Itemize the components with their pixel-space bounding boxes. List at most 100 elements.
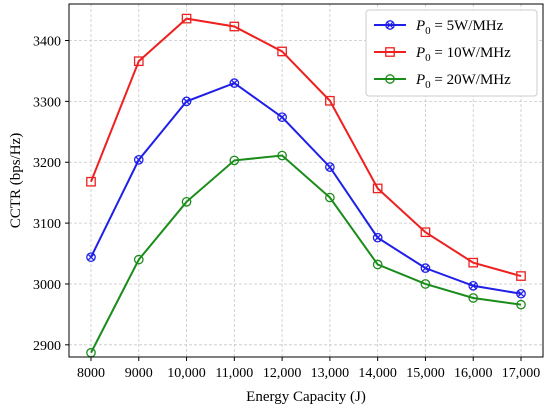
legend-subscript: 0 — [425, 25, 431, 37]
plot-frame — [68, 3, 544, 358]
y-tick-label: 3200 — [33, 156, 61, 171]
legend-subscript: 0 — [425, 79, 431, 91]
marker-ring — [181, 96, 192, 107]
series-line — [90, 17, 522, 278]
data-point — [468, 280, 479, 291]
data-point — [133, 254, 144, 265]
legend-value: = 10W/MHz — [431, 45, 511, 61]
series-layer — [86, 13, 526, 358]
x-tick-label: 9000 — [125, 366, 153, 381]
data-point — [86, 252, 96, 263]
x-axis-title: Energy Capacity (J) — [246, 389, 366, 405]
x-tick-label: 12,000 — [263, 366, 302, 381]
data-point — [181, 13, 192, 24]
marker-ring — [420, 263, 431, 273]
data-point — [277, 46, 287, 57]
x-tick-label: 10,000 — [167, 366, 206, 381]
x-tick-label: 8000 — [77, 366, 105, 381]
x-tick-label: 14,000 — [358, 366, 397, 381]
data-point — [516, 299, 526, 310]
marker-cross — [230, 79, 238, 87]
data-point — [468, 293, 479, 303]
y-tick-label: 3400 — [33, 35, 61, 50]
data-point — [277, 150, 287, 161]
data-point — [133, 154, 144, 165]
legend-subscript: 0 — [425, 52, 431, 64]
series-3 — [86, 150, 526, 358]
data-point — [86, 176, 96, 187]
y-tick-label: 2900 — [33, 339, 61, 354]
data-point — [133, 56, 144, 67]
legend-swatch-marker — [385, 74, 395, 84]
marker-cross — [183, 97, 191, 105]
marker-cross — [386, 21, 394, 29]
legend-item-2: P0 = 10W/MHz — [374, 45, 511, 64]
y-tick-label: 3100 — [33, 217, 61, 232]
marker-cross — [326, 163, 334, 171]
x-tick-label: 11,000 — [215, 366, 253, 381]
legend-label: P0 = 20W/MHz — [415, 72, 511, 91]
data-point — [516, 271, 526, 281]
data-point — [181, 96, 192, 107]
marker-ring — [133, 154, 144, 165]
marker-cross — [517, 290, 525, 298]
x-tick-label: 17,000 — [502, 366, 541, 381]
x-tick-label: 15,000 — [406, 366, 445, 381]
y-axis-title: CCTR (bps/Hz) — [8, 133, 24, 228]
series-line — [90, 154, 522, 354]
data-point — [325, 95, 335, 106]
series-line — [90, 81, 522, 295]
series-1 — [86, 78, 526, 299]
legend-label: P0 = 5W/MHz — [415, 18, 504, 37]
marker-cross — [469, 282, 477, 290]
legend-label: P0 = 10W/MHz — [415, 45, 511, 64]
marker-ring — [229, 78, 240, 88]
legend-swatch-marker — [385, 47, 395, 57]
x-tick-label: 16,000 — [454, 366, 493, 381]
data-point — [372, 232, 383, 243]
marker-cross — [87, 253, 95, 261]
data-point — [325, 162, 335, 172]
marker-ring — [516, 288, 526, 299]
grid-lines — [69, 4, 543, 357]
marker-ring — [277, 112, 287, 123]
legend-item-1: P0 = 5W/MHz — [374, 18, 504, 37]
axis-ticks: 8000 9000 10,000 11,000 12,000 13,000 14,000 15… — [33, 35, 540, 381]
marker-ring — [468, 280, 479, 291]
legend-value: = 20W/MHz — [431, 72, 511, 88]
marker-ring — [372, 232, 383, 243]
legend-symbol: P — [415, 18, 425, 34]
data-point — [229, 155, 240, 166]
data-point — [420, 227, 431, 238]
legend-symbol: P — [415, 72, 425, 88]
data-point — [181, 196, 192, 207]
marker-ring — [86, 252, 96, 263]
marker-ring — [325, 162, 335, 172]
data-point — [372, 259, 383, 270]
data-point — [372, 183, 383, 194]
marker-cross — [374, 234, 382, 242]
marker-cross — [135, 156, 143, 164]
data-point — [325, 192, 335, 203]
marker-cross — [278, 113, 286, 121]
marker-cross — [421, 264, 429, 272]
legend-box — [365, 9, 538, 97]
y-tick-label: 3300 — [33, 95, 61, 110]
data-point — [229, 78, 240, 88]
data-point — [468, 257, 479, 268]
series-2 — [86, 13, 526, 281]
data-point — [516, 288, 526, 299]
legend-item-3: P0 = 20W/MHz — [374, 72, 511, 91]
data-point — [420, 263, 431, 273]
legend-swatch-marker — [385, 20, 395, 30]
y-tick-label: 3000 — [33, 278, 61, 293]
marker-ring — [385, 20, 395, 30]
legend-value: = 5W/MHz — [431, 18, 504, 34]
data-point — [229, 21, 240, 32]
data-point — [277, 112, 287, 123]
data-point — [420, 279, 431, 289]
x-tick-label: 13,000 — [311, 366, 350, 381]
legend-symbol: P — [415, 45, 425, 61]
